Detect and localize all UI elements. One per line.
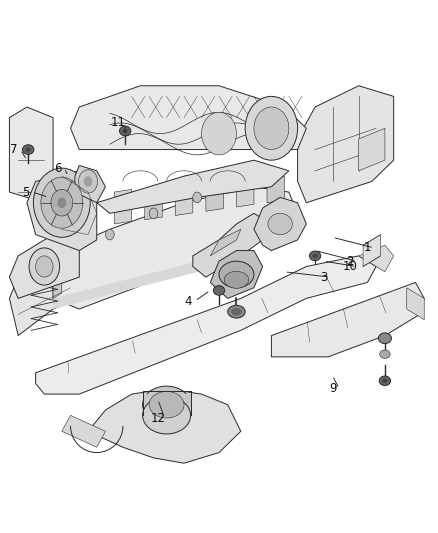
Polygon shape	[359, 128, 385, 171]
Polygon shape	[75, 165, 106, 203]
Polygon shape	[10, 107, 53, 203]
Polygon shape	[27, 171, 97, 251]
Polygon shape	[267, 176, 285, 203]
Ellipse shape	[228, 305, 245, 318]
Polygon shape	[143, 394, 191, 415]
Ellipse shape	[213, 286, 225, 295]
Ellipse shape	[106, 229, 114, 240]
Ellipse shape	[379, 376, 391, 385]
Ellipse shape	[378, 333, 392, 344]
Polygon shape	[97, 160, 289, 213]
Text: 3: 3	[320, 271, 328, 284]
Polygon shape	[363, 235, 381, 266]
Ellipse shape	[51, 189, 73, 216]
Polygon shape	[297, 86, 394, 203]
Polygon shape	[62, 415, 106, 447]
Ellipse shape	[143, 386, 191, 423]
Ellipse shape	[149, 391, 184, 418]
Polygon shape	[210, 229, 241, 256]
Ellipse shape	[57, 197, 66, 208]
Polygon shape	[175, 184, 193, 215]
Text: 11: 11	[111, 117, 126, 130]
Polygon shape	[10, 235, 79, 298]
Polygon shape	[210, 251, 263, 298]
Ellipse shape	[120, 126, 131, 136]
Text: 5: 5	[22, 185, 30, 199]
Text: 4: 4	[185, 295, 192, 308]
Polygon shape	[407, 288, 424, 320]
Polygon shape	[53, 245, 62, 298]
Polygon shape	[35, 256, 376, 394]
Polygon shape	[254, 197, 306, 251]
Ellipse shape	[254, 107, 289, 150]
Polygon shape	[71, 86, 306, 150]
Ellipse shape	[149, 208, 158, 219]
Text: 12: 12	[150, 411, 166, 424]
Ellipse shape	[78, 169, 98, 193]
Polygon shape	[53, 187, 297, 309]
Polygon shape	[206, 181, 223, 211]
Ellipse shape	[193, 192, 201, 203]
Text: 2: 2	[346, 255, 354, 268]
Text: 10: 10	[343, 260, 357, 273]
Polygon shape	[272, 282, 424, 357]
Ellipse shape	[245, 96, 297, 160]
Text: 9: 9	[329, 382, 336, 395]
Ellipse shape	[123, 129, 128, 133]
Polygon shape	[53, 213, 297, 309]
Ellipse shape	[22, 145, 34, 155]
Polygon shape	[88, 389, 241, 463]
Ellipse shape	[382, 378, 388, 383]
Polygon shape	[193, 213, 272, 277]
Text: 6: 6	[54, 161, 61, 175]
Text: 1: 1	[364, 241, 371, 254]
Ellipse shape	[231, 308, 242, 316]
Polygon shape	[359, 245, 394, 272]
Ellipse shape	[33, 168, 90, 237]
Text: 7: 7	[10, 143, 18, 156]
Polygon shape	[10, 256, 79, 336]
Ellipse shape	[219, 261, 254, 288]
Ellipse shape	[309, 251, 321, 261]
Ellipse shape	[35, 256, 53, 277]
Ellipse shape	[25, 148, 31, 152]
Ellipse shape	[84, 176, 92, 187]
Ellipse shape	[29, 248, 60, 285]
Polygon shape	[237, 179, 254, 207]
Ellipse shape	[380, 350, 390, 359]
Ellipse shape	[268, 213, 292, 235]
Polygon shape	[145, 187, 162, 220]
Ellipse shape	[201, 112, 237, 155]
Ellipse shape	[41, 177, 83, 228]
Ellipse shape	[312, 254, 318, 258]
Ellipse shape	[224, 271, 249, 288]
Ellipse shape	[143, 397, 191, 434]
Polygon shape	[114, 189, 132, 224]
